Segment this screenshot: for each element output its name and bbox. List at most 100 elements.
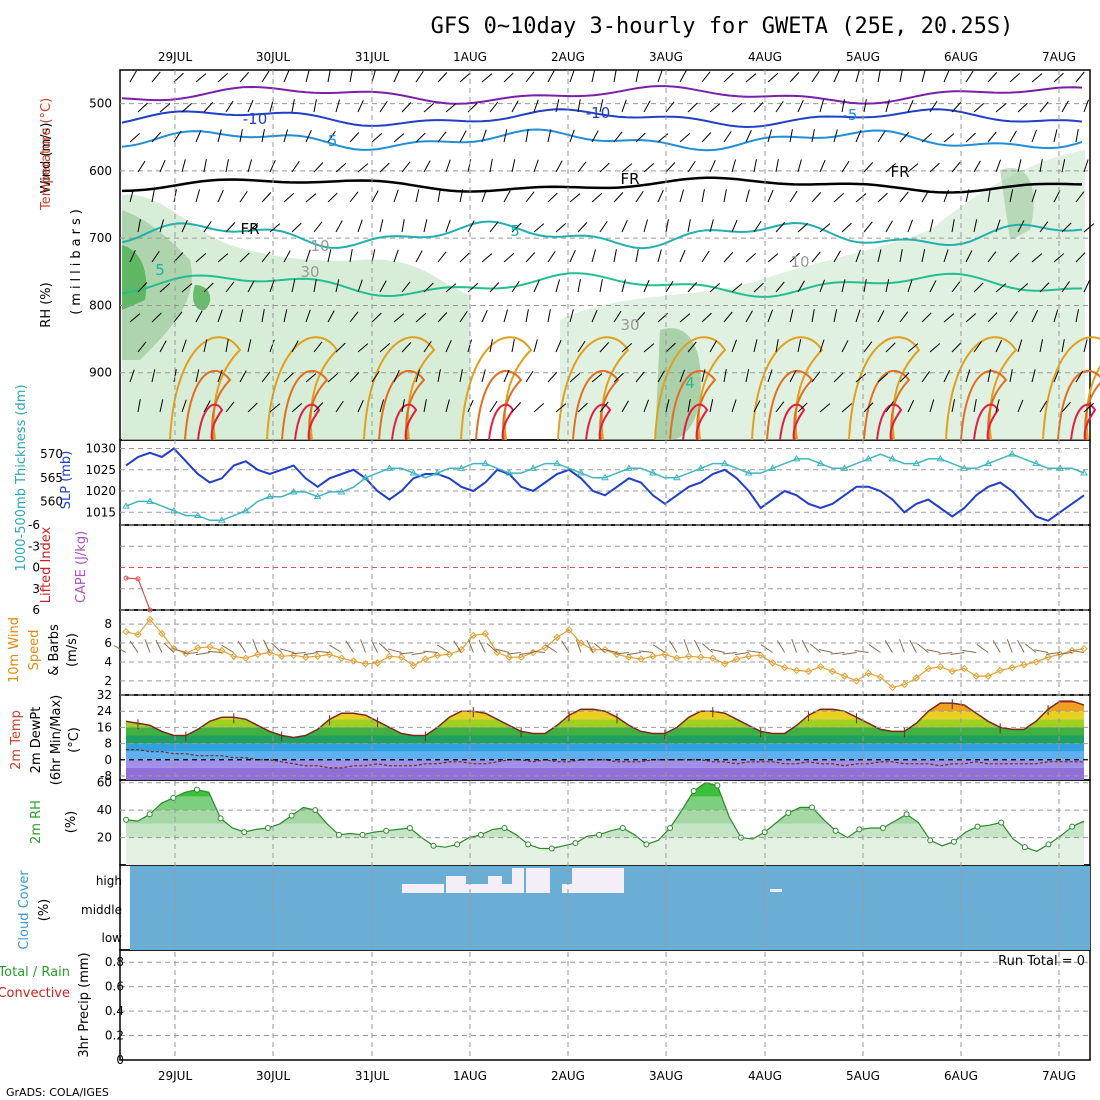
- wind-speed-point: [481, 629, 489, 638]
- wind-barb: [775, 281, 785, 293]
- rh-line: [125, 782, 1085, 852]
- wind-barb: [555, 403, 567, 413]
- wind-barb: [797, 280, 805, 293]
- thickness-point: [433, 469, 442, 476]
- wind-barb: [877, 192, 888, 203]
- wind-barb: [687, 341, 697, 353]
- isotherm-loop: [169, 336, 242, 441]
- wind-barb: [929, 219, 934, 233]
- wind-barb: [679, 313, 691, 323]
- upper-air-ylabels: Wind (m/s) Temperature (°C) RH (%) (mill…: [39, 98, 84, 328]
- wind-barb: [225, 222, 236, 233]
- wind-speed-point: [206, 643, 214, 651]
- day-label-top: 1AUG: [453, 50, 487, 64]
- wind-barb: [811, 129, 815, 143]
- wind-barb: [305, 373, 317, 383]
- wind-barb: [811, 309, 815, 323]
- contour-label: 10: [310, 237, 329, 255]
- temp-tick: 16: [97, 720, 112, 734]
- wind-barb: [599, 220, 608, 233]
- wind-barb: [1039, 339, 1044, 353]
- isotherm-loop: [197, 403, 224, 441]
- thickness-point: [505, 469, 514, 476]
- isotherm-loop: [960, 370, 1008, 441]
- pressure-tick: 800: [89, 298, 112, 312]
- wind-barb: [885, 342, 896, 353]
- wind-barb-10m: [378, 642, 390, 653]
- wind-barb-10m: [303, 652, 318, 656]
- wind-barb: [261, 192, 272, 203]
- wind-barb-10m: [614, 652, 630, 655]
- wind-barb: [261, 129, 265, 143]
- cloud-ylabels: Cloud Cover (%): [17, 870, 52, 950]
- wind-speed-point: [804, 667, 813, 676]
- wind-barb-10m: [329, 644, 342, 653]
- wind-barb: [665, 101, 675, 113]
- temp-tick: 24: [97, 704, 112, 718]
- wind-barb: [921, 132, 933, 143]
- wind-barb-10m: [575, 639, 582, 653]
- thickness-point: [553, 459, 561, 467]
- wind-speed-point: [553, 633, 561, 642]
- wind-barb: [225, 281, 235, 293]
- wind-barb: [965, 250, 973, 263]
- wind-barb: [921, 371, 930, 383]
- wind-barb: [467, 399, 474, 413]
- wind-barb: [591, 69, 596, 83]
- wind-barb: [613, 131, 623, 143]
- li-tick: -3: [28, 539, 40, 553]
- thickness-point: [361, 473, 370, 481]
- day-label-bottom: 5AUG: [846, 1069, 880, 1083]
- wind-barb-10m: [291, 652, 306, 655]
- rh-point: [217, 815, 224, 822]
- wind-barb: [841, 340, 849, 353]
- rh-shade-high: [193, 285, 211, 311]
- wind-barb: [445, 103, 457, 113]
- wind-barb: [151, 189, 155, 203]
- wind-barb: [1061, 222, 1072, 233]
- wind-barb: [687, 102, 698, 113]
- wind-barb: [1009, 72, 1021, 83]
- wind-barb: [151, 132, 162, 143]
- wind-barb: [423, 340, 432, 353]
- isotherm-line: [121, 85, 1083, 105]
- wind-barb: [217, 369, 223, 383]
- wind-barb: [643, 399, 649, 413]
- wind-barb: [269, 339, 275, 353]
- wind-barb: [899, 132, 910, 143]
- wind-barb: [489, 282, 500, 293]
- wind-barb: [173, 72, 184, 83]
- day-label-top: 29JUL: [158, 50, 193, 64]
- wind-barb: [1017, 399, 1024, 413]
- time-grid: 29JUL 29JUL 30JUL 30JUL 31JUL 31JUL 1AUG 1AUG 2A…: [158, 50, 1076, 1083]
- dewpoint-line: [126, 749, 1084, 769]
- wind-barb: [181, 339, 187, 353]
- wind-barb: [393, 69, 400, 83]
- wind-barb: [445, 339, 452, 353]
- precip-panel: 0.8 0.6 0.4 0.2 0: [105, 955, 1090, 1067]
- wind-barb: [525, 370, 534, 383]
- wind-barb: [899, 372, 910, 383]
- wind-barb: [489, 159, 493, 173]
- wind-barb: [401, 399, 405, 413]
- wind-label-1: 10m Wind: [7, 617, 22, 683]
- rh-point: [548, 845, 555, 852]
- wind-barb: [247, 402, 258, 413]
- wind-barb: [445, 399, 450, 413]
- wind-barb-10m: [531, 650, 546, 653]
- wind-barb: [709, 219, 714, 233]
- precip-total-label: Total / Rain: [0, 965, 70, 980]
- thickness-point: [193, 511, 202, 519]
- wind-barb: [379, 343, 391, 353]
- wind-barb: [709, 399, 714, 413]
- wind-barb-10m: [113, 645, 127, 653]
- thickness-tick: 570: [40, 447, 63, 461]
- wind-speed-point: [433, 651, 442, 660]
- wind-barb: [797, 402, 808, 413]
- thickness-point: [649, 469, 657, 476]
- wind-barb: [635, 190, 644, 203]
- wind-barb: [679, 249, 686, 263]
- wind-barb: [225, 401, 235, 413]
- wind-barb: [643, 219, 649, 233]
- wind-barb: [371, 69, 377, 83]
